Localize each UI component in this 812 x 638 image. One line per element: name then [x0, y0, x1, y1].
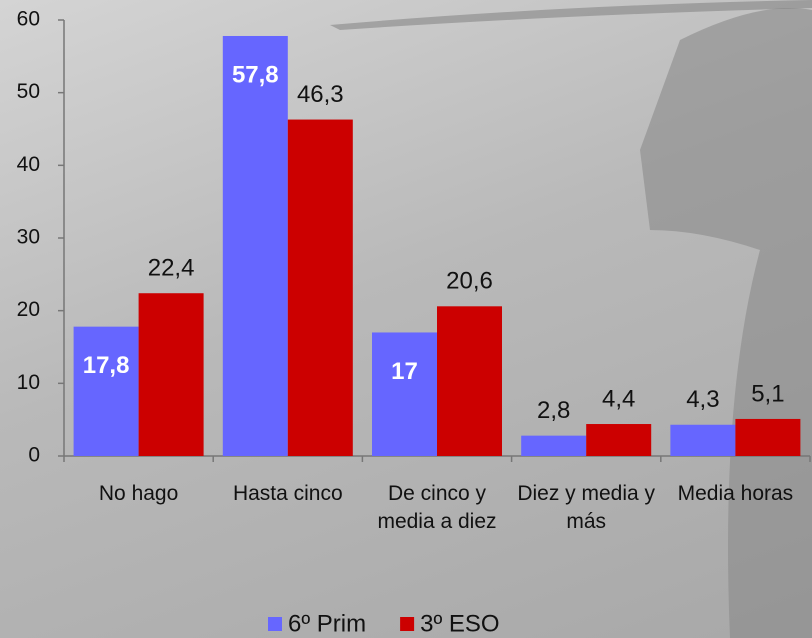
bar [735, 419, 800, 456]
bar [437, 306, 502, 456]
background-figure [640, 8, 812, 638]
y-tick-label: 50 [17, 80, 40, 103]
x-tick-label: Media horas [665, 480, 805, 508]
bar [372, 332, 437, 456]
bar [521, 436, 586, 456]
value-label: 20,6 [446, 268, 493, 295]
legend-label: 3º ESO [420, 610, 499, 637]
y-tick-label: 40 [17, 153, 40, 176]
value-label: 46,3 [297, 81, 344, 108]
value-label: 2,8 [537, 397, 570, 424]
y-tick-label: 30 [17, 226, 40, 249]
y-tick-label: 60 [17, 8, 40, 31]
legend-swatch [268, 617, 282, 631]
value-label: 17 [391, 358, 418, 385]
bar [74, 327, 139, 456]
y-tick-label: 0 [28, 444, 40, 467]
legend: 6º Prim 3º ESO [268, 610, 500, 637]
value-label: 17,8 [83, 352, 130, 379]
value-label: 5,1 [751, 380, 784, 407]
bar [223, 36, 288, 456]
y-tick-label: 20 [17, 298, 40, 321]
x-tick-label: De cinco y media a diez [367, 480, 507, 536]
x-tick-label: No hago [69, 480, 209, 508]
legend-swatch [400, 617, 414, 631]
legend-label: 6º Prim [288, 610, 366, 637]
y-tick-label: 10 [17, 371, 40, 394]
x-tick-label: Hasta cinco [218, 480, 358, 508]
bar [288, 120, 353, 456]
value-label: 57,8 [232, 61, 279, 88]
bar [586, 424, 651, 456]
chart: 0 10 20 30 40 50 60 17,8 22,4 57,8 46,3 17 20,6 2,8 4,… [0, 0, 812, 638]
bar [670, 425, 735, 456]
bar [139, 293, 204, 456]
value-label: 4,4 [602, 385, 635, 412]
value-label: 4,3 [686, 386, 719, 413]
value-label: 22,4 [148, 255, 195, 282]
x-tick-label: Diez y media y más [516, 480, 656, 536]
chart-page: 0 10 20 30 40 50 60 17,8 22,4 57,8 46,3 17 20,6 2,8 4,… [0, 0, 812, 638]
